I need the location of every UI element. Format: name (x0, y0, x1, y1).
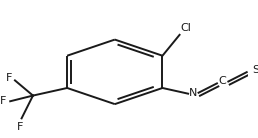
Text: S: S (252, 65, 258, 75)
Text: N: N (189, 88, 197, 98)
Text: F: F (0, 96, 6, 106)
Text: F: F (17, 122, 23, 132)
Text: F: F (6, 74, 12, 83)
Text: C: C (219, 76, 227, 87)
Text: Cl: Cl (181, 23, 191, 33)
